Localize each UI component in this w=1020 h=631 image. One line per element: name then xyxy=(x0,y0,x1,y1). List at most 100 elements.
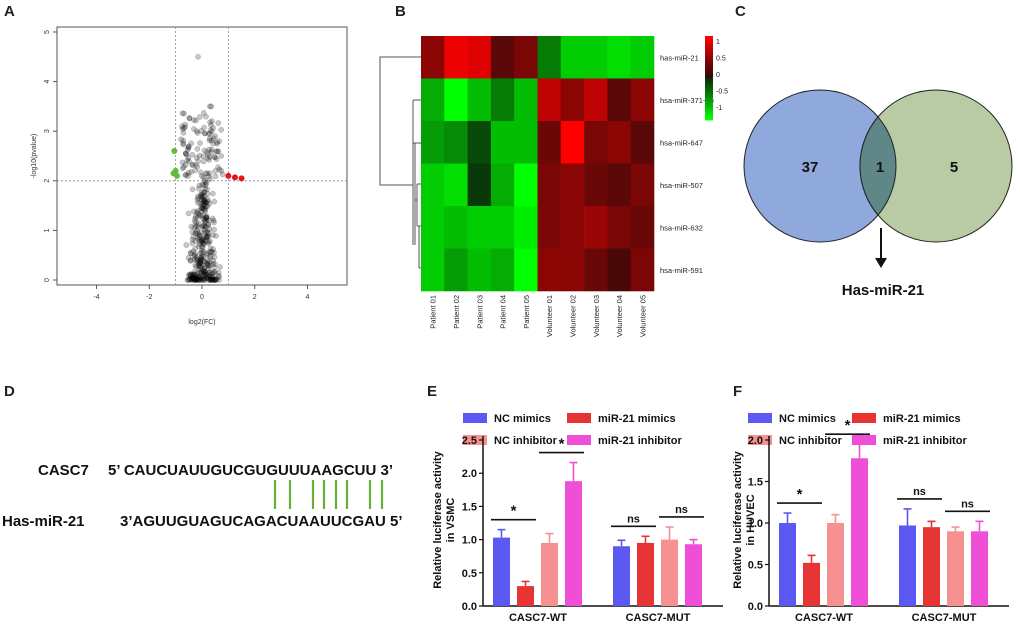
volcano-point xyxy=(205,198,211,205)
colorbar-segment xyxy=(705,73,713,77)
volcano-point xyxy=(202,179,209,185)
volcano-point xyxy=(206,154,213,160)
volcano-point xyxy=(208,146,215,153)
volcano-point xyxy=(190,275,196,281)
volcano-point xyxy=(199,247,205,254)
heatmap-cell xyxy=(630,163,655,207)
volcano-point xyxy=(206,170,213,177)
heatmap-col-label: Volunteer 05 xyxy=(638,295,647,337)
bar xyxy=(827,523,844,606)
volcano-point xyxy=(213,276,219,282)
volcano-point xyxy=(189,161,196,168)
volcano-point xyxy=(194,197,201,203)
heatmap-cell xyxy=(630,121,655,164)
volcano-point xyxy=(193,275,200,282)
volcano-point xyxy=(202,130,208,137)
y-tick-label: 1.0 xyxy=(748,518,763,530)
volcano-point xyxy=(201,206,207,213)
volcano-point xyxy=(191,275,198,282)
volcano-point xyxy=(201,226,208,233)
volcano-point xyxy=(199,277,206,283)
volcano-points xyxy=(170,54,245,283)
colorbar-segment xyxy=(705,69,713,73)
volcano-point xyxy=(206,273,212,279)
colorbar-segment xyxy=(705,78,713,81)
volcano-point xyxy=(192,245,198,252)
volcano-point xyxy=(200,237,207,244)
legend-swatch xyxy=(567,413,591,423)
volcano-point xyxy=(197,250,204,256)
heatmap-cell xyxy=(584,78,608,122)
volcano-point-down xyxy=(171,148,178,155)
volcano-point xyxy=(191,208,197,215)
heatmap-cell xyxy=(514,121,538,164)
volcano-point xyxy=(202,268,208,275)
volcano-point xyxy=(198,189,205,196)
heatmap-cell xyxy=(490,163,515,207)
volcano-point xyxy=(201,189,207,195)
volcano-point xyxy=(198,213,205,220)
volcano-point xyxy=(208,274,215,281)
volcano-point xyxy=(212,168,219,174)
volcano-point xyxy=(195,195,201,202)
volcano-point xyxy=(195,54,201,60)
heatmap-cell xyxy=(467,163,492,207)
volcano-point xyxy=(203,223,209,230)
volcano-point xyxy=(216,277,222,283)
volcano-point xyxy=(204,274,211,281)
heatmap-cell xyxy=(490,78,515,122)
volcano-point xyxy=(183,151,190,158)
heatmap-panel: has-miR-21 hsa-miR-371-5p hsa-miR-647 hsa-m… xyxy=(379,36,728,337)
colorbar-segment xyxy=(705,67,713,70)
heatmap-cell xyxy=(421,206,445,249)
volcano-point xyxy=(204,260,211,266)
colorbar-segment xyxy=(705,80,713,83)
heatmap-col-label: Volunteer 01 xyxy=(545,295,554,337)
heatmap-cell xyxy=(584,163,608,207)
volcano-point xyxy=(202,182,209,188)
volcano-point xyxy=(206,226,213,232)
bar xyxy=(803,562,820,606)
legend-swatch xyxy=(463,413,487,423)
volcano-point xyxy=(203,215,210,221)
volcano-point xyxy=(196,263,202,270)
volcano-point xyxy=(217,264,223,270)
volcano-point-down xyxy=(172,167,179,174)
heatmap-row-label: hsa-miR-647 xyxy=(660,138,703,147)
volcano-point xyxy=(193,276,200,283)
volcano-point xyxy=(191,256,198,263)
heatmap-col-labels: Patient 01 Patient 02 Patient 03 Patient 04… xyxy=(429,295,648,337)
volcano-point xyxy=(199,253,205,259)
volcano-point xyxy=(206,270,212,276)
volcano-point xyxy=(191,224,198,231)
volcano-point xyxy=(203,180,210,186)
volcano-point xyxy=(187,257,194,264)
colorbar-segment xyxy=(705,107,713,110)
volcano-point xyxy=(204,203,211,210)
y-tick-label: 0.0 xyxy=(748,601,763,613)
volcano-point xyxy=(202,223,208,230)
volcano-point xyxy=(200,240,207,247)
bar xyxy=(517,586,534,606)
legend-swatch xyxy=(852,435,876,445)
volcano-point xyxy=(211,249,217,256)
volcano-point xyxy=(183,171,189,178)
volcano-point xyxy=(199,243,205,250)
volcano-point xyxy=(185,277,191,283)
panel-label-a: A xyxy=(4,3,15,20)
volcano-point xyxy=(200,205,206,211)
volcano-point xyxy=(210,232,216,238)
volcano-point xyxy=(214,140,220,147)
venn-intersection xyxy=(859,116,897,216)
volcano-point xyxy=(195,273,202,280)
volcano-point xyxy=(203,272,210,278)
volcano-point xyxy=(194,276,200,282)
volcano-point xyxy=(193,154,200,161)
heatmap-row-label: hsa-miR-507 xyxy=(660,181,703,190)
volcano-point xyxy=(202,208,208,215)
volcano-point xyxy=(192,238,199,244)
volcano-point xyxy=(215,269,222,276)
volcano-point xyxy=(187,276,194,282)
volcano-point xyxy=(203,199,209,206)
volcano-point xyxy=(194,146,201,152)
